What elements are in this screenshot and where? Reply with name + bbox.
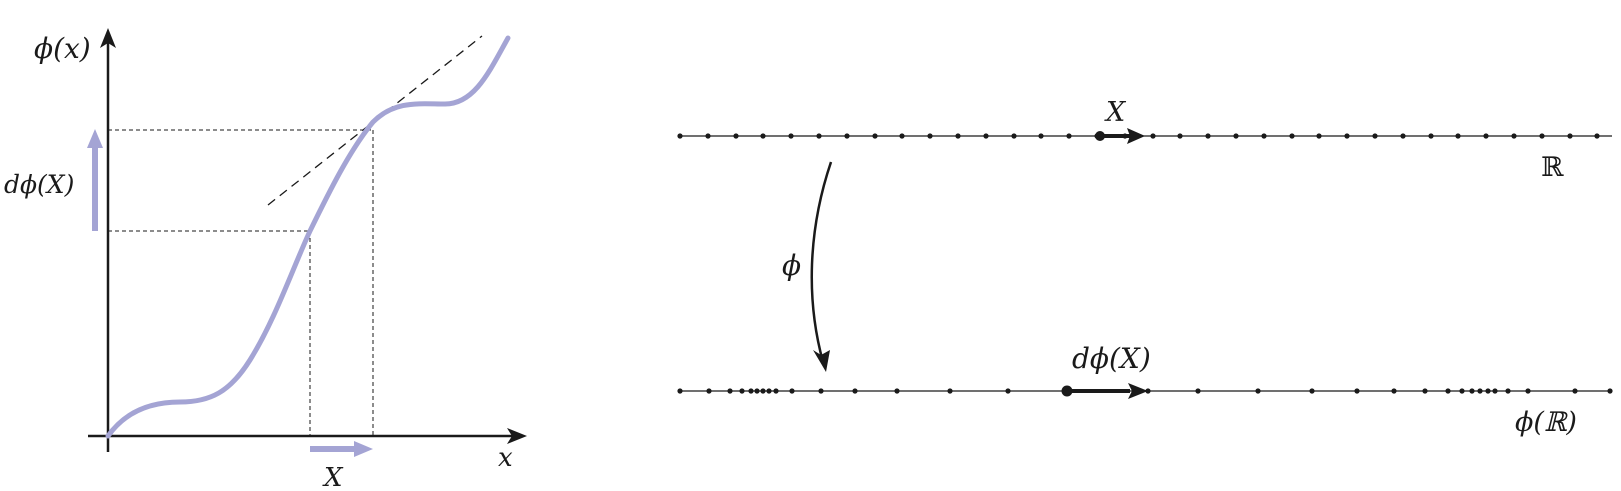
dphi-label: dϕ(X)	[4, 170, 74, 199]
bottom-line-point	[1485, 388, 1491, 394]
bottom-line-point	[1354, 388, 1360, 394]
x-horizontal-arrowhead	[354, 441, 373, 457]
top-line-point	[677, 133, 683, 139]
bottom-line-point	[677, 388, 683, 394]
bottom-line-point	[1525, 388, 1531, 394]
top-line-point	[1539, 133, 1545, 139]
bottom-line-point	[739, 388, 745, 394]
top-line-point	[1483, 133, 1489, 139]
top-line-point	[705, 133, 711, 139]
top-line-point	[1066, 133, 1072, 139]
bottom-line-point	[1195, 388, 1201, 394]
bottom-line-point	[773, 388, 779, 394]
bottom-line-point	[1607, 388, 1613, 394]
bottom-line-point	[1422, 388, 1428, 394]
phi-map-label: ϕ	[782, 249, 801, 282]
top-line-point	[1372, 133, 1378, 139]
bottom-line-label: ϕ(ℝ)	[1515, 407, 1577, 438]
bottom-line-point	[852, 388, 858, 394]
top-line-point	[927, 133, 933, 139]
bottom-line-point	[748, 388, 754, 394]
bottom-line-point	[706, 388, 712, 394]
top-line-point	[844, 133, 850, 139]
top-line-point	[1344, 133, 1350, 139]
top-vector-label: X	[1104, 97, 1127, 128]
bottom-line-point	[1505, 388, 1511, 394]
top-line-point	[760, 133, 766, 139]
bottom-line-point	[766, 388, 772, 394]
bottom-line-point	[754, 388, 760, 394]
top-line-point	[1400, 133, 1406, 139]
phi-curve	[105, 35, 511, 439]
top-line-point	[1177, 133, 1183, 139]
top-line-point	[899, 133, 905, 139]
y-axis-arrowhead	[100, 28, 116, 48]
top-line-point	[955, 133, 961, 139]
bottom-vector-arrowhead	[1128, 383, 1148, 399]
top-line-point	[1316, 133, 1322, 139]
top-line-point	[1038, 133, 1044, 139]
y-axis-label: ϕ(x)	[34, 32, 91, 65]
top-line-point	[983, 133, 989, 139]
right-lines-panel: X ℝ ϕ dϕ(X) ϕ(ℝ)	[677, 97, 1613, 438]
top-line-point	[1205, 133, 1211, 139]
top-vector-arrowhead	[1127, 128, 1145, 144]
x-axis-arrowhead	[507, 428, 527, 444]
dphi-vertical-arrowhead	[87, 129, 103, 148]
top-line-point	[1150, 133, 1156, 139]
bottom-line-point	[1492, 388, 1498, 394]
bottom-line-point	[1459, 388, 1465, 394]
phi-map-arrowhead	[813, 350, 830, 372]
top-line-point	[1011, 133, 1017, 139]
bottom-line-point	[1255, 388, 1261, 394]
bottom-line-point	[947, 388, 953, 394]
phi-map-arrow	[810, 161, 833, 363]
top-line-point	[1594, 133, 1600, 139]
real-line-bottom-points	[677, 388, 1613, 394]
top-line-point	[1233, 133, 1239, 139]
bottom-line-point	[789, 388, 795, 394]
bottom-line-point	[1445, 388, 1451, 394]
bottom-line-point	[1005, 388, 1011, 394]
top-line-point	[1567, 133, 1573, 139]
top-line-point	[733, 133, 739, 139]
top-line-point	[1455, 133, 1461, 139]
top-line-point	[872, 133, 878, 139]
bottom-line-point	[1391, 388, 1397, 394]
top-line-point	[1261, 133, 1267, 139]
top-line-point	[1289, 133, 1295, 139]
top-line-point	[1511, 133, 1517, 139]
bottom-vector-label: dϕ(X)	[1072, 342, 1151, 375]
bottom-line-point	[1309, 388, 1315, 394]
bottom-line-point	[1572, 388, 1578, 394]
bottom-line-point	[1469, 388, 1475, 394]
bottom-line-point	[760, 388, 766, 394]
top-line-point	[816, 133, 822, 139]
x-axis-label: x	[498, 443, 513, 473]
top-line-point	[788, 133, 794, 139]
bottom-line-point	[727, 388, 733, 394]
bottom-line-point	[1477, 388, 1483, 394]
bottom-line-point	[894, 388, 900, 394]
bottom-line-point	[818, 388, 824, 394]
x-vector-label: X	[322, 463, 344, 491]
top-line-label: ℝ	[1541, 152, 1564, 183]
left-graph-panel: ϕ(x) x dϕ(X) X	[4, 28, 527, 491]
top-line-point	[1428, 133, 1434, 139]
